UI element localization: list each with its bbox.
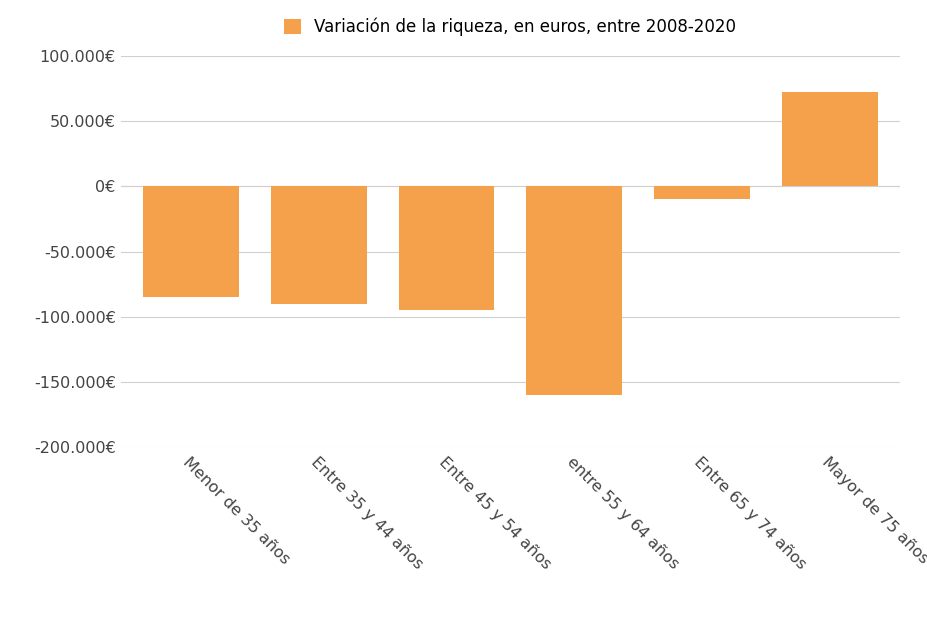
Bar	[143, 186, 238, 297]
Bar	[271, 186, 366, 304]
Bar	[526, 186, 621, 395]
Bar	[399, 186, 494, 310]
Legend: Variación de la riqueza, en euros, entre 2008-2020: Variación de la riqueza, en euros, entre…	[284, 17, 736, 36]
Bar	[781, 93, 877, 186]
Bar	[654, 186, 749, 199]
